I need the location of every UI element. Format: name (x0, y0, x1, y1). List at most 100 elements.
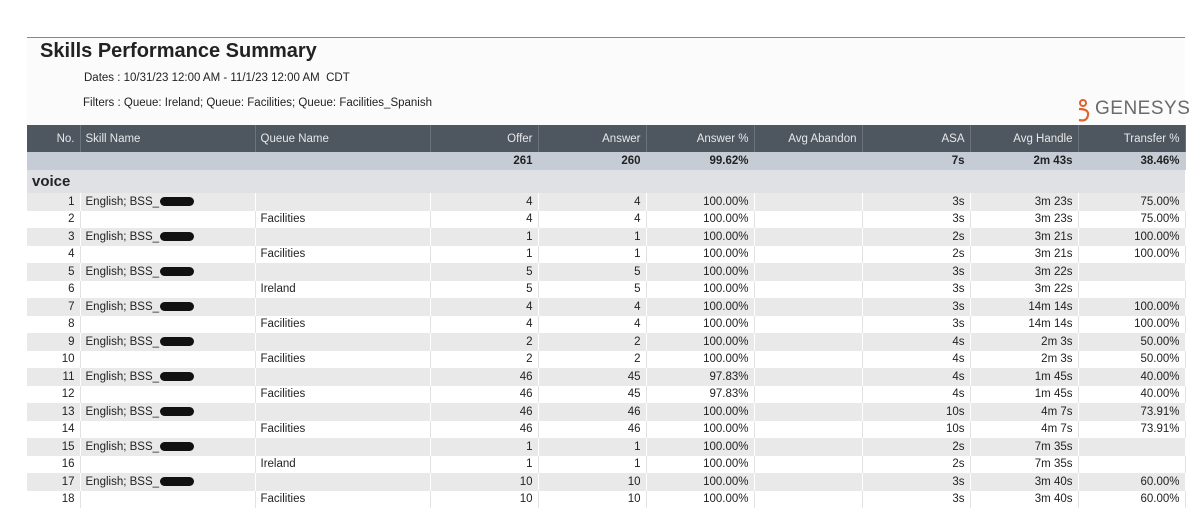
cell: 2s (862, 438, 971, 456)
cell: 100.00% (646, 455, 755, 473)
column-header: ASA (862, 125, 971, 152)
cell (80, 420, 256, 438)
column-header: Avg Abandon (754, 125, 863, 152)
cell: 1 (538, 228, 647, 246)
logo-icon (1078, 99, 1090, 122)
cell: 4s (862, 368, 971, 386)
cell (754, 210, 863, 228)
cell: 46 (538, 420, 647, 438)
cell: 2 (538, 333, 647, 351)
cell (754, 385, 863, 403)
cell (255, 333, 431, 351)
cell: 3s (862, 473, 971, 491)
cell (1078, 263, 1186, 281)
cell: 100.00% (646, 263, 755, 281)
cell: 73.91% (1078, 403, 1186, 421)
cell (1078, 280, 1186, 298)
cell: English; BSS_ (80, 263, 256, 281)
cell (754, 368, 863, 386)
redaction (160, 407, 195, 417)
cell (255, 193, 431, 211)
cell: 4 (538, 210, 647, 228)
cell: 3s (862, 298, 971, 316)
cell: English; BSS_ (80, 473, 256, 491)
cell: 17 (27, 473, 81, 491)
data-row: 16 Ireland 1 1 100.00% 2s 7m 35s (27, 455, 1186, 473)
cell: 5 (430, 263, 539, 281)
cell: 4 (430, 210, 539, 228)
cell: 3m 22s (970, 263, 1079, 281)
cell (1078, 455, 1186, 473)
cell: 46 (538, 403, 647, 421)
cell: 3s (862, 490, 971, 508)
cell: Facilities (255, 490, 431, 508)
cell: 40.00% (1078, 385, 1186, 403)
logo: GENESYS (1075, 98, 1190, 124)
data-row: 3 English; BSS_ 1 1 100.00% 2s 3m 21s 100.00% (27, 228, 1186, 246)
cell: 16 (27, 455, 81, 473)
cell: 2 (27, 210, 81, 228)
cell (754, 280, 863, 298)
cell (80, 280, 256, 298)
cell: 100.00% (646, 420, 755, 438)
cell (80, 210, 256, 228)
cell: 14 (27, 420, 81, 438)
cell: 100.00% (646, 350, 755, 368)
cell (754, 245, 863, 263)
cell: 100.00% (646, 298, 755, 316)
cell: 45 (538, 368, 647, 386)
data-row: 5 English; BSS_ 5 5 100.00% 3s 3m 22s (27, 263, 1186, 281)
cell: 4m 7s (970, 403, 1079, 421)
totals-cell (255, 152, 431, 170)
cell: 13 (27, 403, 81, 421)
data-row: 7 English; BSS_ 4 4 100.00% 3s 14m 14s 100.00% (27, 298, 1186, 316)
cell: 46 (430, 368, 539, 386)
summary-table: No. Skill Name Queue Name Offer Answer Answer… (27, 125, 1186, 508)
cell: 15 (27, 438, 81, 456)
cell: 46 (430, 420, 539, 438)
cell (80, 490, 256, 508)
cell: 2m 3s (970, 333, 1079, 351)
cell: 100.00% (1078, 315, 1186, 333)
cell: 1 (430, 228, 539, 246)
cell: 100.00% (646, 315, 755, 333)
cell: 100.00% (1078, 245, 1186, 263)
cell: 45 (538, 385, 647, 403)
totals-cell: 261 (430, 152, 539, 170)
column-header: Transfer % (1078, 125, 1186, 152)
totals-cell: 38.46% (1078, 152, 1186, 170)
column-header: Queue Name (255, 125, 431, 152)
cell: 100.00% (1078, 298, 1186, 316)
cell: 3s (862, 280, 971, 298)
cell: 3s (862, 193, 971, 211)
cell: 7 (27, 298, 81, 316)
cell (754, 438, 863, 456)
cell (754, 420, 863, 438)
data-row: 2 Facilities 4 4 100.00% 3s 3m 23s 75.00% (27, 210, 1186, 228)
cell: 4 (538, 298, 647, 316)
cell: Ireland (255, 280, 431, 298)
cell (754, 403, 863, 421)
cell: Facilities (255, 385, 431, 403)
cell: 100.00% (646, 403, 755, 421)
cell: 8 (27, 315, 81, 333)
cell: 1 (538, 455, 647, 473)
cell (80, 350, 256, 368)
column-header: Avg Handle (970, 125, 1079, 152)
cell: 5 (538, 263, 647, 281)
cell: 75.00% (1078, 193, 1186, 211)
report-header: Skills Performance Summary Dates : 10/31… (27, 37, 1190, 126)
cell: 10 (27, 350, 81, 368)
data-row: 15 English; BSS_ 1 1 100.00% 2s 7m 35s (27, 438, 1186, 456)
cell: 3m 40s (970, 490, 1079, 508)
cell: 3m 23s (970, 210, 1079, 228)
cell: 100.00% (646, 193, 755, 211)
cell: 5 (27, 263, 81, 281)
cell: 4 (430, 193, 539, 211)
cell: 2m 3s (970, 350, 1079, 368)
cell: 3m 23s (970, 193, 1079, 211)
cell: English; BSS_ (80, 368, 256, 386)
cell: 4s (862, 333, 971, 351)
totals-cell (754, 152, 863, 170)
cell: 1 (430, 455, 539, 473)
